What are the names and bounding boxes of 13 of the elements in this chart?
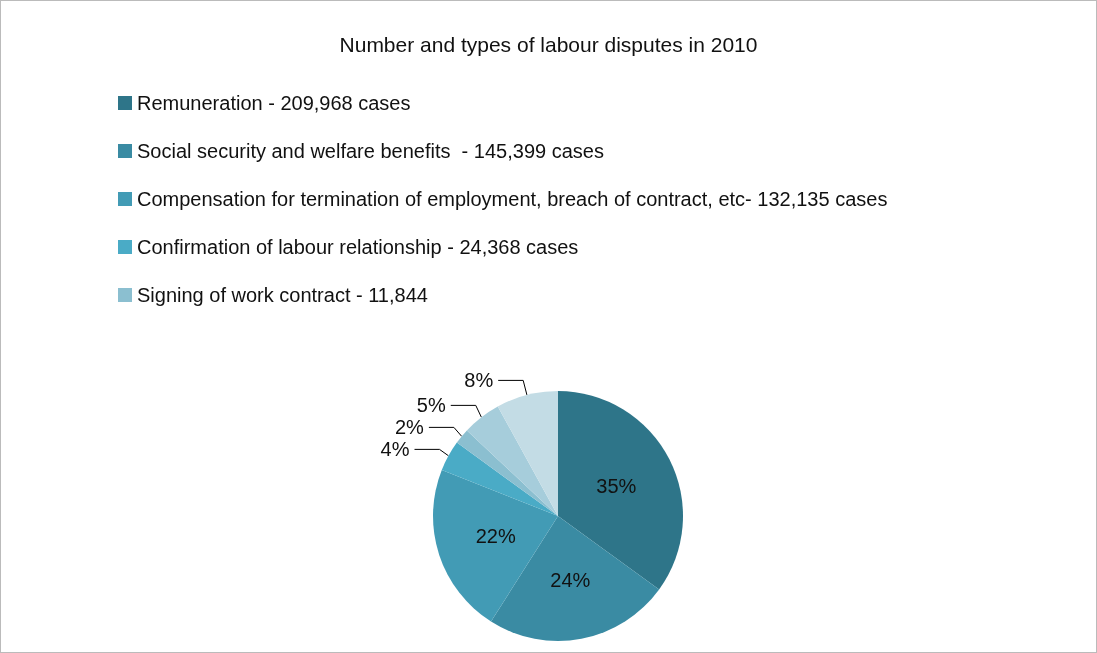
data-label: 5% <box>416 394 446 417</box>
data-label: 35% <box>596 475 637 498</box>
data-label: 24% <box>550 569 591 592</box>
legend-label: Social security and welfare benefits - 145,399 cases <box>137 140 604 162</box>
legend-label: Confirmation of labour relationship - 24,368 cases <box>137 236 579 258</box>
legend-label: Remuneration - 209,968 cases <box>137 92 411 114</box>
data-label: 2% <box>394 416 425 439</box>
data-label: 8% <box>464 369 494 392</box>
legend-label: Compensation for termination of employment, breach of contract, etc- 132,135 cases <box>137 188 888 210</box>
data-label: 22% <box>475 525 516 548</box>
chart-title: Number and types of labour disputes in 2010 <box>339 33 758 56</box>
data-label: 4% <box>380 438 410 461</box>
legend-label: Signing of work contract - 11,844 <box>137 284 428 306</box>
